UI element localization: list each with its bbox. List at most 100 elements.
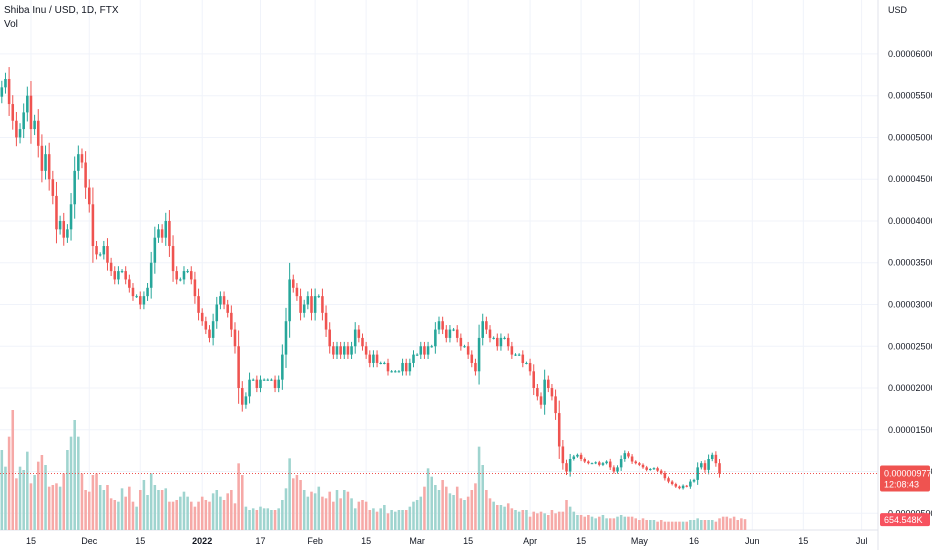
candle xyxy=(189,266,193,285)
candle-body xyxy=(590,463,594,465)
volume-bar xyxy=(328,491,331,530)
volume-bars xyxy=(0,410,747,530)
candle-body xyxy=(204,321,208,330)
volume-bar xyxy=(40,455,44,530)
candle-body xyxy=(200,312,204,322)
candle-body xyxy=(84,162,87,188)
candle-body xyxy=(510,346,514,355)
price-tick-label: 0.00004500 xyxy=(888,174,932,184)
candle xyxy=(22,103,25,139)
candle xyxy=(616,465,619,474)
candle-body xyxy=(29,95,33,130)
candle-body xyxy=(681,485,685,489)
price-tick-label: 0.00005000 xyxy=(888,132,932,142)
candle xyxy=(550,383,554,401)
price-tick-label: 0.00001500 xyxy=(888,425,932,435)
candle-body xyxy=(175,271,178,280)
candle xyxy=(536,383,539,401)
time-tick-label: 15 xyxy=(576,536,586,546)
candle xyxy=(565,459,568,476)
candle xyxy=(87,179,91,213)
volume-bar xyxy=(576,515,579,530)
candle xyxy=(576,453,579,458)
candle-body xyxy=(47,154,51,180)
volume-bar xyxy=(29,483,33,530)
candle-body xyxy=(18,129,22,138)
candle-body xyxy=(649,469,652,471)
volume-bar xyxy=(685,521,689,530)
candle-body xyxy=(80,154,84,163)
candle-body xyxy=(313,296,317,313)
candle-body xyxy=(15,120,18,138)
volume-bar xyxy=(372,508,375,530)
volume-bar xyxy=(84,490,87,530)
volume-bar xyxy=(455,486,459,530)
candle xyxy=(58,215,62,235)
volume-bar xyxy=(459,498,463,530)
candle-body xyxy=(343,346,346,355)
candle xyxy=(532,364,535,396)
candle-body xyxy=(601,463,605,465)
candle xyxy=(117,266,120,285)
volume-bar xyxy=(33,475,36,530)
candle xyxy=(670,480,674,486)
symbol-title[interactable]: Shiba Inu / USD, 1D, FTX xyxy=(4,5,119,16)
volume-bar xyxy=(696,518,699,530)
candle xyxy=(514,353,517,357)
candle-body xyxy=(168,220,171,247)
candle-body xyxy=(656,468,659,471)
volume-bar xyxy=(594,518,597,530)
volume-bar xyxy=(244,506,248,530)
volume-bar xyxy=(299,480,302,530)
volume-bar xyxy=(26,451,29,530)
candle xyxy=(15,111,18,147)
candle xyxy=(492,336,495,340)
candle xyxy=(707,454,710,475)
candle xyxy=(244,392,248,409)
volume-bar xyxy=(80,473,84,530)
volume-bar xyxy=(525,510,528,530)
candle xyxy=(142,291,146,310)
candle xyxy=(171,235,175,282)
candle-body xyxy=(496,337,499,347)
candle-body xyxy=(394,371,397,373)
candle-body xyxy=(146,287,149,297)
time-tick-label: Jul xyxy=(856,536,868,546)
volume-bar xyxy=(434,485,437,530)
volume-bar xyxy=(386,513,390,530)
candle-body xyxy=(375,354,379,363)
candle xyxy=(656,466,659,473)
volume-bar xyxy=(528,516,532,530)
volume-bar xyxy=(357,501,361,530)
candle xyxy=(634,460,638,465)
candle xyxy=(423,341,426,359)
candle xyxy=(488,325,492,343)
volume-bar xyxy=(248,510,251,530)
candle-body xyxy=(182,271,186,280)
volume-bar xyxy=(302,490,306,530)
candle-body xyxy=(171,246,175,272)
last-volume-badge[interactable]: 654.548K xyxy=(880,513,930,527)
volume-bar xyxy=(87,491,91,530)
volume-bar xyxy=(412,501,415,530)
time-tick-label: Mar xyxy=(409,536,425,546)
volume-bar xyxy=(135,506,138,530)
candle-body xyxy=(40,145,44,171)
volume-bar xyxy=(175,500,178,530)
candle-body xyxy=(696,467,699,480)
candle xyxy=(128,274,131,293)
volume-bar xyxy=(503,506,506,530)
volume-bar xyxy=(262,508,266,530)
candle-body xyxy=(528,362,532,372)
volume-indicator-label[interactable]: Vol xyxy=(4,19,18,30)
volume-bar xyxy=(674,521,678,530)
volume-bar xyxy=(375,511,379,530)
candle xyxy=(430,344,433,348)
volume-bar xyxy=(335,490,339,530)
candle xyxy=(339,341,342,359)
candle xyxy=(561,439,565,470)
candle xyxy=(703,460,707,473)
